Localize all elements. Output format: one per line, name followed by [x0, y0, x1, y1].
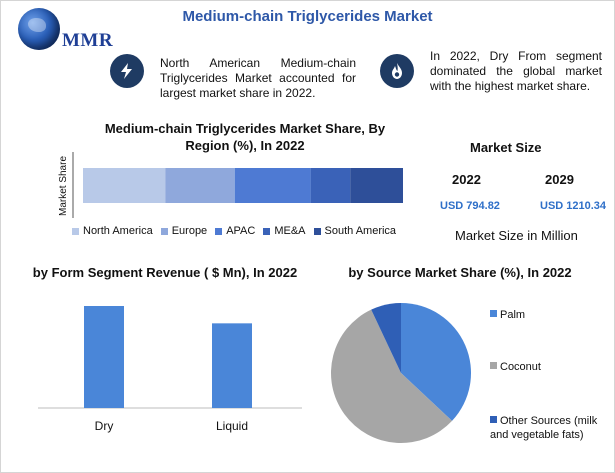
lightning-icon	[110, 54, 144, 88]
region-legend: North America Europe APAC ME&A South America	[72, 225, 404, 237]
legend-label: South America	[324, 225, 397, 237]
market-size-year-2029: 2029	[545, 172, 574, 187]
source-chart-title: by Source Market Share (%), In 2022	[348, 265, 572, 280]
pie-legend-label: Coconut	[500, 361, 541, 373]
pie-legend-item-palm: Palm	[490, 308, 602, 322]
legend-item-me-a: ME&A	[263, 225, 306, 237]
pie-legend-label: Other Sources (milk and vegetable fats)	[490, 415, 598, 441]
form-x-label-liquid: Liquid	[216, 419, 248, 433]
legend-swatch	[490, 310, 497, 317]
region-segment-europe	[165, 168, 235, 203]
info-text-region: North American Medium-chain Triglyceride…	[160, 56, 356, 100]
region-segment-me-a	[310, 168, 351, 203]
page-title: Medium-chain Triglycerides Market	[182, 8, 433, 25]
region-segment-north-america	[83, 168, 166, 203]
flame-icon	[380, 54, 414, 88]
legend-swatch	[160, 227, 168, 235]
pie-legend-item-other: Other Sources (milk and vegetable fats)	[490, 414, 602, 442]
pie-slice-coconut	[331, 309, 453, 443]
form-bar-dry	[84, 306, 124, 408]
form-bar-liquid	[212, 323, 252, 408]
legend-swatch	[215, 227, 223, 235]
region-chart-title: Medium-chain Triglycerides Market Share,…	[104, 121, 386, 153]
form-x-label-dry: Dry	[95, 419, 114, 433]
legend-swatch	[313, 227, 321, 235]
region-stacked-bar-chart: Market Share	[58, 152, 403, 218]
pie-slice-other	[371, 303, 401, 373]
region-segment-apac	[234, 168, 311, 203]
market-size-value-2029: USD 1210.34	[540, 200, 607, 212]
legend-label: Europe	[171, 225, 208, 237]
legend-swatch	[263, 227, 271, 235]
form-chart-title: by Form Segment Revenue ( $ Mn), In 2022	[32, 265, 298, 280]
market-size-heading: Market Size	[470, 140, 542, 155]
legend-swatch	[490, 362, 497, 369]
legend-item-south-america: South America	[313, 225, 397, 237]
market-size-value-2022: USD 794.82	[440, 200, 500, 212]
pie-legend-item-coconut: Coconut	[490, 360, 602, 374]
legend-item-north-america: North America	[72, 225, 153, 237]
globe-icon	[18, 8, 60, 50]
legend-swatch	[72, 227, 79, 235]
logo-text: MMR	[62, 30, 114, 51]
legend-label: APAC	[226, 225, 256, 237]
pie-legend-label: Palm	[500, 309, 526, 321]
market-size-footer: Market Size in Million	[455, 228, 578, 243]
legend-label: North America	[83, 225, 153, 237]
source-pie-chart	[331, 303, 471, 443]
legend-swatch	[490, 416, 497, 423]
mmr-logo: MMR	[10, 8, 130, 54]
legend-label: ME&A	[274, 225, 306, 237]
region-y-axis-label: Market Share	[58, 156, 69, 216]
info-text-form: In 2022, Dry From segment dominated the …	[430, 49, 602, 93]
region-segment-south-america	[350, 168, 403, 203]
form-bar-chart: Dry Liquid	[38, 306, 302, 433]
legend-item-europe: Europe	[160, 225, 208, 237]
pie-slice-palm	[401, 303, 471, 421]
market-size-year-2022: 2022	[452, 172, 481, 187]
legend-item-apac: APAC	[215, 225, 255, 237]
